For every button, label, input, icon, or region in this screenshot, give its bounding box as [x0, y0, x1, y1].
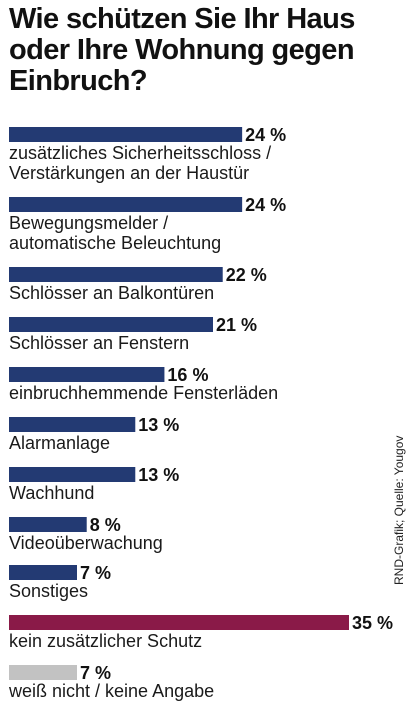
- category-label-1: Bewegungsmelder /: [9, 213, 168, 233]
- category-label-9: kein zusätzlicher Schutz: [9, 631, 202, 651]
- bar-9: [9, 615, 349, 630]
- value-label-6: 13 %: [138, 465, 179, 485]
- bar-4: [9, 367, 165, 382]
- value-label-1: 24 %: [245, 195, 286, 215]
- chart-title: Wie schützen Sie Ihr Haus oder Ihre Wohn…: [9, 3, 355, 97]
- category-label-2: Schlösser an Balkontüren: [9, 283, 214, 303]
- category-label-4: einbruchhemmende Fensterläden: [9, 383, 278, 403]
- value-label-0: 24 %: [245, 125, 286, 145]
- value-label-3: 21 %: [216, 315, 257, 335]
- category-label-3: Schlösser an Fenstern: [9, 333, 189, 353]
- source-credit: RND-Grafik; Quelle: Yougov: [392, 435, 406, 585]
- category-label-7: Videoüberwachung: [9, 533, 163, 553]
- category-label-1-line-1: automatische Beleuchtung: [9, 233, 221, 253]
- value-label-9: 35 %: [352, 613, 393, 633]
- category-label-8: Sonstiges: [9, 581, 88, 601]
- bar-7: [9, 517, 87, 532]
- value-label-5: 13 %: [138, 415, 179, 435]
- category-label-5: Alarmanlage: [9, 433, 110, 453]
- value-label-7: 8 %: [90, 515, 121, 535]
- bar-8: [9, 565, 77, 580]
- bar-10: [9, 665, 77, 680]
- value-label-8: 7 %: [80, 563, 111, 583]
- bar-3: [9, 317, 213, 332]
- category-label-0: zusätzliches Sicherheitsschloss /: [9, 143, 271, 163]
- bar-5: [9, 417, 136, 432]
- bar-2: [9, 267, 223, 282]
- bar-1: [9, 197, 243, 212]
- value-label-4: 16 %: [167, 365, 208, 385]
- bar-0: [9, 127, 243, 142]
- value-label-2: 22 %: [226, 265, 267, 285]
- category-label-0-line-1: Verstärkungen an der Haustür: [9, 163, 249, 183]
- category-label-10: weiß nicht / keine Angabe: [8, 681, 214, 701]
- value-label-10: 7 %: [80, 663, 111, 683]
- category-label-6: Wachhund: [9, 483, 94, 503]
- bar-6: [9, 467, 136, 482]
